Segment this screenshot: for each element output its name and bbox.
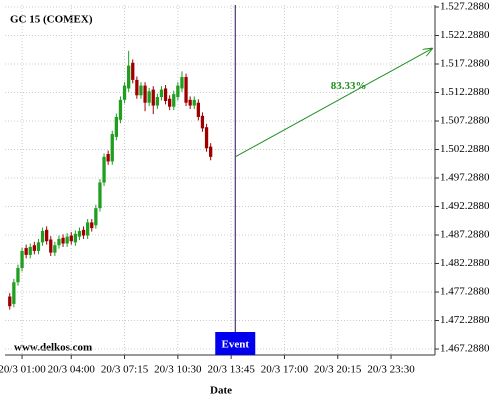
candle-body <box>209 146 213 157</box>
candle-body <box>81 229 86 236</box>
candle-body <box>90 222 94 229</box>
candle-body <box>98 182 102 209</box>
y-tick-label: 1.502.2880 <box>440 143 490 155</box>
candle-body <box>155 97 159 106</box>
y-tick-label: 1.492.2880 <box>440 200 490 212</box>
candle-body <box>118 99 123 120</box>
candle-body <box>204 127 209 149</box>
candle-body <box>131 62 135 80</box>
candle-body <box>36 242 41 251</box>
x-tick-label: 20/3 04:00 <box>48 364 96 376</box>
candle-body <box>65 236 69 244</box>
candle-body <box>12 282 16 304</box>
candle-body <box>28 246 32 255</box>
candle-body <box>192 99 196 106</box>
projection-label: 83.33% <box>331 80 367 92</box>
candle-body <box>102 156 106 183</box>
y-tick-label: 1.487.2880 <box>440 229 490 241</box>
y-tick-label: 1.527.2880 <box>440 1 490 13</box>
candle-body <box>73 233 77 243</box>
x-tick-label: 20/3 23:30 <box>367 364 415 376</box>
y-tick-label: 1.512.2880 <box>440 86 490 98</box>
candle-body <box>106 154 110 162</box>
candle-body <box>147 91 151 103</box>
y-tick-label: 1.522.2880 <box>440 29 490 41</box>
candle-body <box>184 77 188 103</box>
candle-body <box>40 230 45 243</box>
candle-body <box>32 245 36 251</box>
candle-body <box>77 230 82 237</box>
candle-body <box>49 239 53 253</box>
y-tick-label: 1.497.2880 <box>440 172 490 184</box>
candle-body <box>122 85 127 100</box>
candle-body <box>168 98 172 107</box>
candle-body <box>8 296 12 307</box>
candle-body <box>110 134 114 162</box>
x-tick-label: 20/3 01:00 <box>0 364 46 376</box>
y-tick-label: 1.477.2880 <box>440 286 490 298</box>
candle-body <box>86 222 90 236</box>
candle-body <box>57 238 61 246</box>
watermark: www.delkos.com <box>14 342 92 354</box>
x-tick-label: 20/3 10:30 <box>154 364 202 376</box>
y-tick-label: 1.472.2880 <box>440 314 490 326</box>
candle-body <box>151 89 155 106</box>
y-tick-label: 1.467.2880 <box>440 343 490 355</box>
candle-body <box>180 77 184 89</box>
candle-body <box>94 208 98 226</box>
candle-body <box>16 268 20 283</box>
candle-body <box>135 79 139 96</box>
candle-body <box>127 65 131 89</box>
candle-body <box>53 245 57 253</box>
candle-body <box>163 88 168 101</box>
y-tick-label: 1.507.2880 <box>440 115 490 127</box>
x-tick-label: 20/3 07:15 <box>101 364 149 376</box>
candle-body <box>45 229 49 242</box>
candle-body <box>188 99 192 106</box>
candle-body <box>200 115 205 129</box>
candle-body <box>20 250 24 269</box>
event-label: Event <box>222 339 250 351</box>
candle-body <box>196 102 200 117</box>
x-axis-label: Date <box>210 385 232 397</box>
chart-title: GC 15 (COMEX) <box>10 14 93 26</box>
candle-body <box>139 85 143 96</box>
y-tick-label: 1.482.2880 <box>440 257 490 269</box>
candle-body <box>172 94 176 107</box>
candle-body <box>176 85 180 98</box>
event-box <box>215 332 256 355</box>
candle-body <box>69 235 73 242</box>
y-tick-label: 1.517.2880 <box>440 58 490 70</box>
candle-body <box>114 116 118 137</box>
candle-body <box>24 248 28 255</box>
candle-body <box>143 85 147 103</box>
candle-body <box>159 89 164 98</box>
candle-body <box>61 237 65 244</box>
x-tick-label: 20/3 20:15 <box>314 364 362 376</box>
projection-arrow <box>235 49 432 158</box>
x-tick-label: 20/3 17:00 <box>261 364 309 376</box>
x-tick-label: 20/3 13:45 <box>207 364 255 376</box>
